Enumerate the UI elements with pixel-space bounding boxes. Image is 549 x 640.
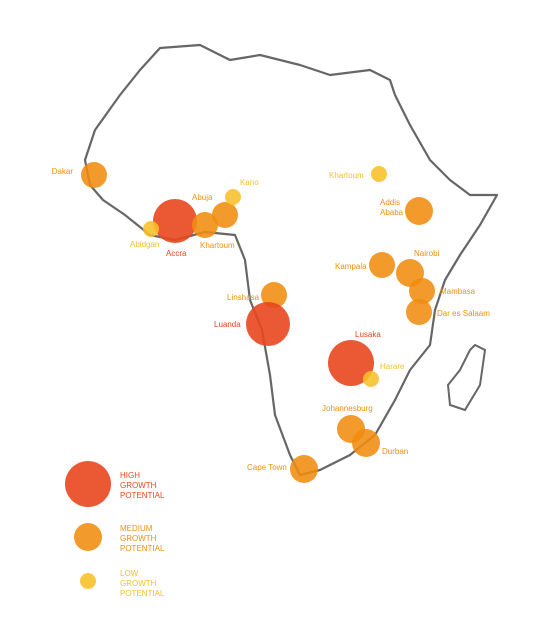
city-label: Durban [382, 447, 408, 456]
city-label: Luanda [214, 320, 241, 329]
city-label: Khartoum [329, 171, 364, 180]
legend-label: GROWTH [120, 579, 157, 588]
city-labels: Dakar Accra Abidgan Abuja Khartoum Kano … [52, 167, 491, 472]
city-label: Ababa [380, 208, 404, 217]
city-label: Dar es Salaam [437, 309, 490, 318]
legend-marker [80, 573, 96, 589]
city-label: Lusaka [355, 330, 381, 339]
city-label: Accra [166, 249, 187, 258]
legend-label: POTENTIAL [120, 589, 165, 598]
legend-label: GROWTH [120, 534, 157, 543]
city-marker [143, 221, 159, 237]
city-marker [409, 278, 435, 304]
africa-outline [83, 43, 499, 477]
city-label: Kano [240, 178, 259, 187]
city-label: Dakar [52, 167, 74, 176]
city-marker [153, 199, 197, 243]
city-marker [81, 162, 107, 188]
city-label: Addis [380, 198, 400, 207]
madagascar-outline [446, 343, 487, 412]
city-marker [192, 212, 218, 238]
city-label: Linshasa [227, 293, 260, 302]
city-label: Johannesburg [322, 404, 373, 413]
city-marker [369, 252, 395, 278]
city-label: Abidgan [130, 240, 159, 249]
city-label: Abuja [192, 193, 213, 202]
legend: HIGH GROWTH POTENTIAL MEDIUM GROWTH POTE… [65, 461, 165, 598]
city-label: Harare [380, 362, 405, 371]
city-marker [212, 202, 238, 228]
legend-label: POTENTIAL [120, 544, 165, 553]
city-marker [246, 302, 290, 346]
legend-label: MEDIUM [120, 524, 153, 533]
city-label: Kampala [335, 262, 367, 271]
city-markers [81, 162, 435, 483]
city-marker [261, 282, 287, 308]
city-marker [328, 340, 374, 386]
legend-label: LOW [120, 569, 139, 578]
legend-label: HIGH [120, 471, 140, 480]
legend-label: GROWTH [120, 481, 157, 490]
legend-marker [74, 523, 102, 551]
city-marker [225, 189, 241, 205]
city-marker [363, 371, 379, 387]
legend-label: POTENTIAL [120, 491, 165, 500]
city-marker [352, 429, 380, 457]
city-label: Cape Town [247, 463, 287, 472]
city-marker [290, 455, 318, 483]
city-marker [371, 166, 387, 182]
city-label: Mambasa [440, 287, 476, 296]
city-marker [405, 197, 433, 225]
city-label: Khartoum [200, 241, 235, 250]
city-label: Nairobi [414, 249, 440, 258]
city-marker [406, 299, 432, 325]
legend-marker [65, 461, 111, 507]
